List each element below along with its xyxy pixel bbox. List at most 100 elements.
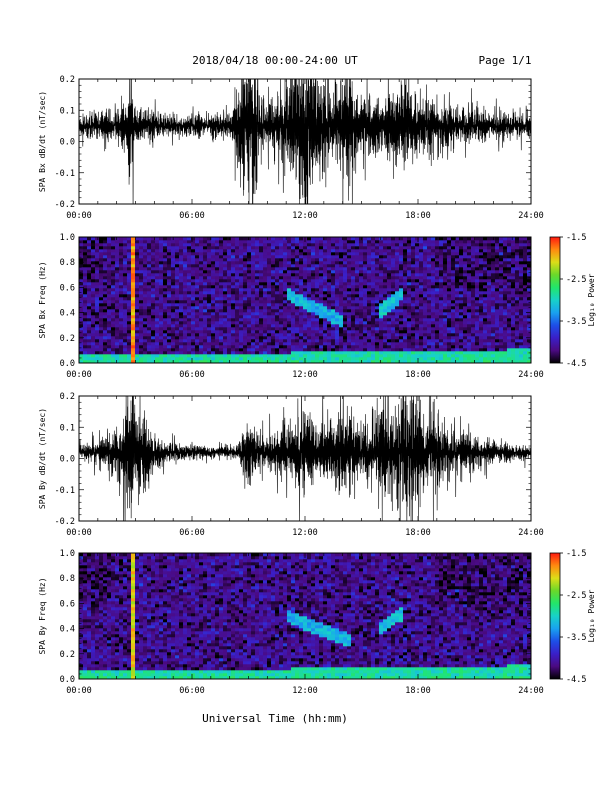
spectrogram-cell [183, 249, 188, 253]
spectrogram-cell [127, 339, 132, 343]
spectrogram-cell [107, 357, 112, 361]
spectrogram-cell [407, 249, 412, 253]
spectrogram-cell [299, 318, 304, 322]
spectrogram-cell [339, 255, 344, 259]
spectrogram-cell [351, 258, 356, 262]
spectrogram-cell [131, 264, 136, 268]
spectrogram-cell [211, 336, 216, 340]
spectrogram-cell [495, 273, 500, 277]
spectrogram-cell [151, 318, 156, 322]
spectrogram-cell [203, 321, 208, 325]
spectrogram-cell [327, 306, 332, 310]
spectrogram-cell [83, 252, 88, 256]
spectrogram-cell [175, 282, 180, 286]
spectrogram-cell [91, 360, 96, 364]
spectrogram-cell [155, 270, 160, 274]
spectrogram-cell [335, 285, 340, 289]
spectrogram-cell [503, 345, 508, 349]
spectrogram-cell [527, 303, 532, 307]
spectrogram-cell [131, 291, 136, 295]
spectrogram-cell [239, 249, 244, 253]
spectrogram-cell [431, 237, 436, 241]
spectrogram-cell [187, 330, 192, 334]
spectrogram-cell [215, 243, 220, 247]
spectrogram-cell [247, 246, 252, 250]
spectrogram-cell [175, 360, 180, 364]
spectrogram-cell [163, 249, 168, 253]
spectrogram-cell [435, 261, 440, 265]
spectrogram-cell [507, 342, 512, 346]
spectrogram-cell [207, 246, 212, 250]
spectrogram-cell [495, 279, 500, 283]
spectrogram-cell [199, 348, 204, 352]
spectrogram-cell [207, 237, 212, 241]
spectrogram-cell [307, 324, 312, 328]
spectrogram-cell [351, 330, 356, 334]
spectrogram-cell [103, 291, 108, 295]
y-tick-label: -0.2 [55, 200, 75, 210]
spectrogram-cell [435, 303, 440, 307]
spectrogram-cell [239, 255, 244, 259]
spectrogram-cell [131, 357, 136, 361]
spectrogram-cell [315, 327, 320, 331]
spectrogram-cell [447, 318, 452, 322]
spectrogram-cell [411, 300, 416, 304]
spectrogram-cell [191, 327, 196, 331]
spectrogram-cell [523, 345, 528, 349]
spectrogram-cell [131, 315, 136, 319]
spectrogram-cell [411, 264, 416, 268]
spectrogram-cell [455, 264, 460, 268]
spectrogram-cell [359, 249, 364, 253]
spectrogram-cell [423, 330, 428, 334]
spectrogram-cell [251, 270, 256, 274]
spectrogram-cell [99, 336, 104, 340]
spectrogram-cell [467, 264, 472, 268]
spectrogram-cell [187, 276, 192, 280]
spectrogram-cell [255, 309, 260, 313]
spectrogram-cell [103, 360, 108, 364]
spectrogram-cell [407, 342, 412, 346]
spectrogram-cell [495, 261, 500, 265]
spectrogram-cell [391, 270, 396, 274]
spectrogram-cell [479, 267, 484, 271]
spectrogram-cell [407, 360, 412, 364]
spectrogram-cell [175, 309, 180, 313]
spectrogram-cell [263, 237, 268, 241]
spectrogram-cell [87, 342, 92, 346]
spectrogram-cell [251, 288, 256, 292]
spectrogram-cell [263, 288, 268, 292]
spectrogram-cell [295, 243, 300, 247]
spectrogram-cell [303, 291, 308, 295]
spectrogram-cell [91, 249, 96, 253]
spectrogram-cell [151, 276, 156, 280]
spectrogram-cell [119, 321, 124, 325]
spectrogram-cell [171, 351, 176, 355]
spectrogram-cell [419, 249, 424, 253]
spectrogram-cell [183, 291, 188, 295]
spectrogram-cell [107, 243, 112, 247]
spectrogram-cell [471, 324, 476, 328]
spectrogram-cell [87, 270, 92, 274]
spectrogram-cell [523, 237, 528, 241]
spectrogram-cell [491, 309, 496, 313]
spectrogram-cell [463, 243, 468, 247]
spectrogram-cell [471, 276, 476, 280]
spectrogram-cell [251, 336, 256, 340]
spectrogram-cell [315, 297, 320, 301]
spectrogram-cell [195, 312, 200, 316]
spectrogram-cell [127, 285, 132, 289]
spectrogram-cell [207, 300, 212, 304]
spectrogram-cell [163, 276, 168, 280]
spectrogram-cell [243, 339, 248, 343]
spectrogram-cell [379, 309, 384, 313]
spectrogram-cell [339, 348, 344, 352]
spectrogram-cell [423, 312, 428, 316]
spectrogram-cell [151, 330, 156, 334]
spectrogram-cell [391, 252, 396, 256]
spectrogram-cell [79, 339, 84, 343]
spectrogram-cell [243, 315, 248, 319]
spectrogram-cell [387, 345, 392, 349]
spectrogram-cell [431, 327, 436, 331]
spectrogram-cell [519, 297, 524, 301]
spectrogram-cell [167, 282, 172, 286]
